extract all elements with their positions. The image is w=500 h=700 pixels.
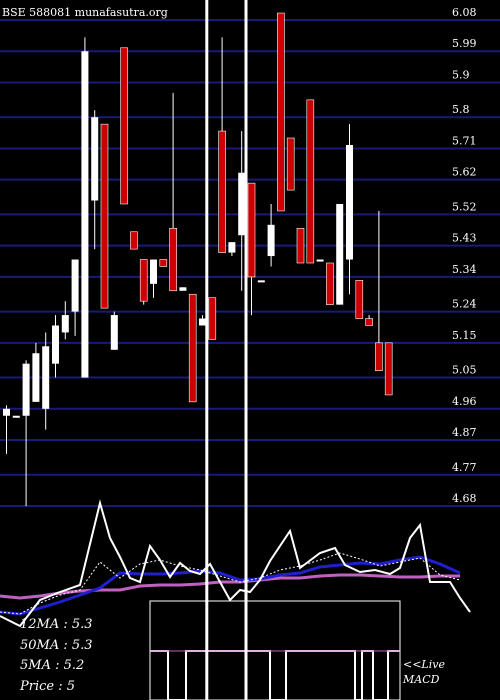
candle-body bbox=[355, 280, 364, 319]
candle-body bbox=[100, 123, 109, 309]
candle-body bbox=[32, 353, 40, 402]
candle-body bbox=[179, 287, 187, 291]
chart-title: BSE 588081 munafasutra.org bbox=[2, 6, 168, 19]
candle-body bbox=[199, 318, 206, 326]
candle-body bbox=[91, 117, 99, 201]
candle-body bbox=[12, 415, 20, 418]
candle-body bbox=[346, 144, 353, 260]
candle-body bbox=[306, 99, 315, 264]
ma-dashed-line bbox=[0, 552, 461, 615]
candle-body bbox=[316, 259, 324, 262]
ma50-label: 50MA : 5.3 bbox=[20, 638, 93, 653]
candle-body bbox=[228, 242, 236, 253]
candle-body bbox=[257, 280, 265, 283]
y-tick-label: 5.99 bbox=[452, 37, 477, 50]
candle-body bbox=[188, 293, 197, 403]
candle-body bbox=[22, 363, 30, 416]
candle-body bbox=[52, 325, 59, 364]
candle-body bbox=[150, 259, 157, 284]
y-tick-label: 5.62 bbox=[452, 166, 477, 179]
candle-body bbox=[130, 231, 138, 250]
ma-short-line bbox=[0, 555, 461, 616]
candle-body bbox=[238, 172, 246, 236]
candle-body bbox=[277, 12, 285, 212]
candle-body bbox=[286, 137, 295, 191]
vertical-markers bbox=[205, 0, 248, 700]
macd-label: MACD bbox=[402, 673, 440, 686]
ma-long-line bbox=[0, 573, 460, 600]
y-tick-label: 4.96 bbox=[452, 395, 477, 408]
y-tick-label: 5.05 bbox=[452, 364, 477, 377]
macd-line bbox=[0, 499, 471, 628]
ma12-label: 12MA : 5.3 bbox=[20, 617, 93, 632]
candle-body bbox=[159, 259, 168, 267]
ma5-label: 5MA : 5.2 bbox=[20, 658, 84, 673]
candle-body bbox=[169, 227, 177, 292]
price-label: Price : 5 bbox=[19, 679, 75, 694]
candle-body bbox=[247, 182, 256, 278]
candle-body bbox=[3, 408, 10, 416]
candle-body bbox=[296, 227, 305, 264]
y-tick-label: 6.08 bbox=[452, 6, 477, 19]
candle-body bbox=[120, 47, 128, 205]
y-tick-label: 5.9 bbox=[452, 68, 470, 81]
y-tick-label: 5.52 bbox=[452, 200, 477, 213]
candle-body bbox=[61, 315, 69, 333]
candle-body bbox=[384, 342, 393, 396]
candle-body bbox=[326, 262, 334, 305]
candle-body bbox=[375, 342, 383, 371]
y-tick-label: 5.34 bbox=[452, 263, 477, 276]
macd-histogram bbox=[150, 650, 400, 700]
candle-body bbox=[42, 346, 50, 409]
candle-body bbox=[336, 203, 344, 305]
y-tick-label: 5.71 bbox=[452, 134, 477, 147]
candle-body bbox=[81, 51, 89, 378]
y-tick-label: 5.43 bbox=[452, 232, 477, 245]
candle-body bbox=[139, 259, 148, 302]
y-tick-label: 4.77 bbox=[452, 461, 477, 474]
candles bbox=[3, 12, 393, 506]
candle-body bbox=[110, 315, 118, 350]
candle-body bbox=[218, 130, 226, 253]
candle-body bbox=[208, 297, 217, 340]
y-tick-label: 5.15 bbox=[452, 329, 477, 342]
y-tick-label: 4.68 bbox=[452, 492, 477, 505]
candle-body bbox=[365, 318, 373, 326]
y-tick-label: 4.87 bbox=[452, 426, 477, 439]
macd-live-label: <<Live bbox=[403, 658, 445, 671]
y-tick-label: 5.8 bbox=[452, 103, 470, 116]
y-tick-label: 5.24 bbox=[452, 298, 477, 311]
candle-body bbox=[71, 259, 79, 312]
candle-body bbox=[267, 224, 275, 257]
indicator-panel bbox=[0, 499, 471, 700]
